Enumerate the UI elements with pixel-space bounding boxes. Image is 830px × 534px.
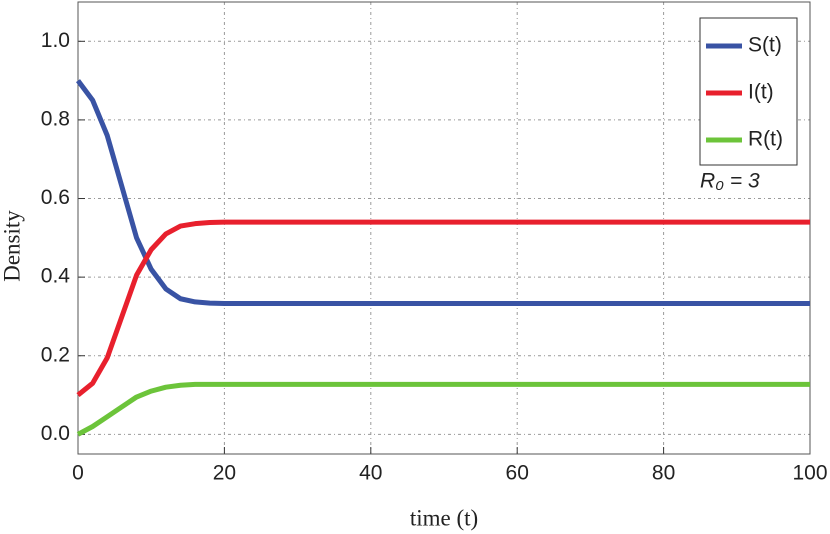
series-line: [76, 381, 810, 437]
y-tick-label: 1.0: [41, 29, 70, 52]
plot: 0.0 0.2 0.4 0.6 0.8 1.0 0 20 40 60 80 100: [41, 1, 828, 485]
legend-label: R(t): [748, 128, 783, 151]
x-tick-label: 80: [652, 462, 675, 485]
x-tick-label: 100: [792, 462, 827, 485]
series-line: [76, 219, 810, 397]
x-tick-label: 40: [359, 462, 382, 485]
legend-label: I(t): [748, 81, 774, 104]
x-tick-label: 20: [213, 462, 236, 485]
y-tick-label: 0.4: [41, 265, 71, 288]
y-axis-label: Density: [0, 210, 24, 282]
x-tick-label: 0: [72, 462, 84, 485]
y-tick-label: 0.2: [41, 343, 70, 366]
y-tick-label: 0.8: [41, 107, 70, 130]
x-axis-label: time (t): [410, 505, 478, 530]
y-tick-label: 0.6: [41, 186, 70, 209]
plot-frame: [77, 1, 811, 455]
annotation: R₀ = 3: [700, 170, 760, 193]
series-line: [75, 79, 810, 306]
y-tick-label: 0.0: [41, 422, 70, 445]
x-tick-label: 60: [506, 462, 529, 485]
legend-label: S(t): [748, 34, 782, 57]
